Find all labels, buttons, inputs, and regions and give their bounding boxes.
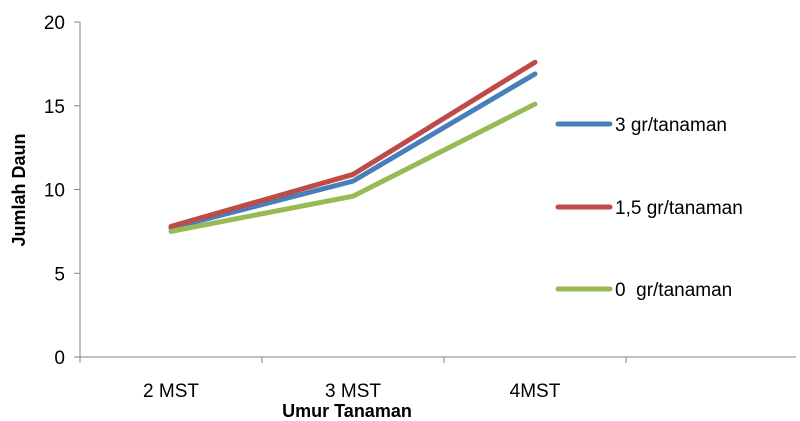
x-tick-label: 4MST	[510, 381, 561, 402]
x-tick-label: 3 MST	[325, 381, 381, 402]
legend: 3 gr/tanaman 1,5 gr/tanaman 0 gr/tanaman	[555, 115, 743, 301]
x-tick-label: 2 MST	[143, 381, 199, 402]
y-axis: 0 5 10 15 20	[44, 13, 81, 369]
x-axis-title: Umur Tanaman	[282, 401, 412, 421]
y-tick-label: 20	[44, 13, 65, 34]
legend-label: 0 gr/tanaman	[615, 280, 732, 301]
y-tick-label: 0	[54, 348, 65, 369]
x-axis: 2 MST 3 MST 4MST	[79, 356, 796, 402]
legend-label: 3 gr/tanaman	[615, 115, 727, 136]
series-layer	[168, 59, 538, 234]
y-tick-label: 10	[44, 181, 65, 202]
series-line	[168, 59, 538, 229]
y-tick-label: 15	[44, 97, 65, 118]
legend-label: 1,5 gr/tanaman	[615, 198, 743, 219]
y-tick-label: 5	[54, 264, 65, 285]
y-axis-title: Jumlah Daun	[9, 133, 29, 246]
